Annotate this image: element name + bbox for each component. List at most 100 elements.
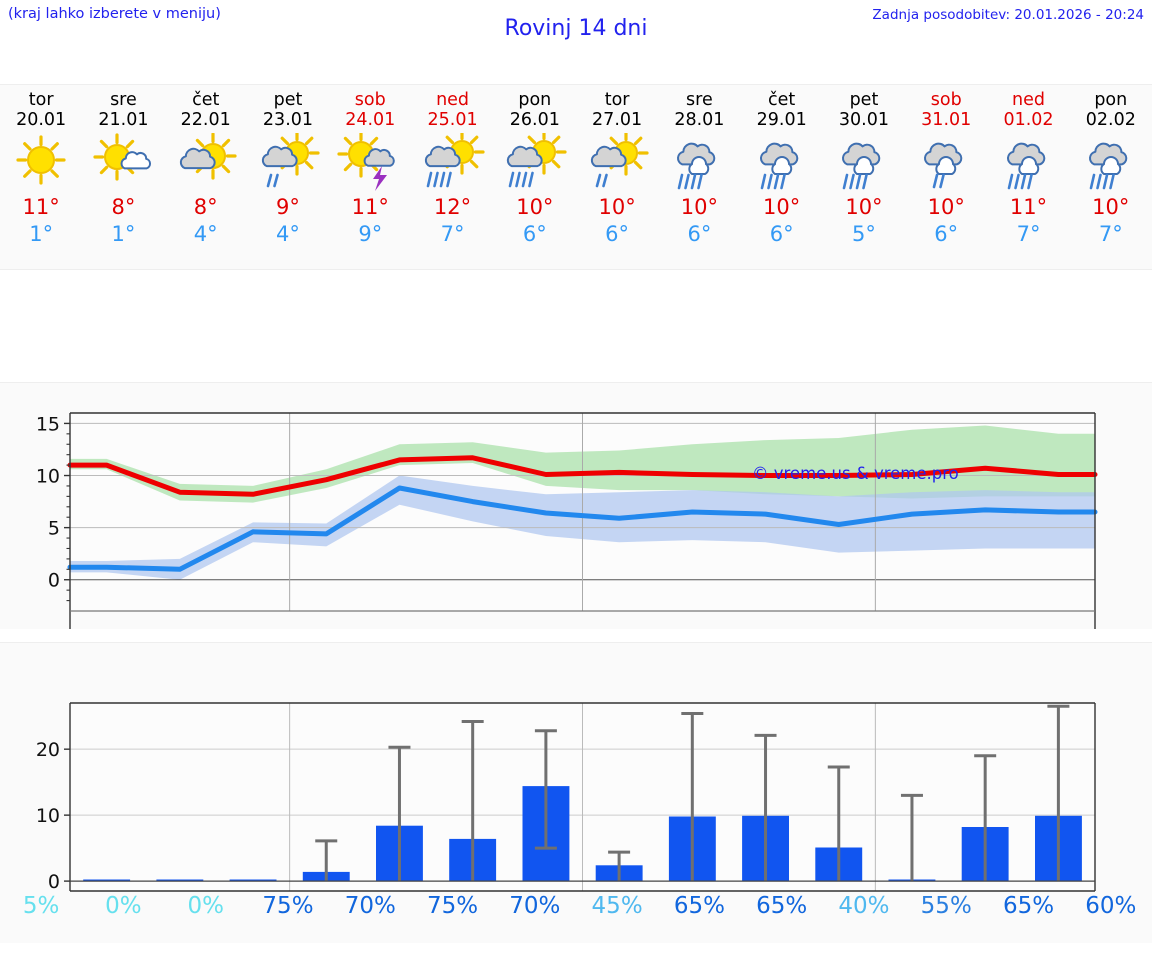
precipitation-probability: 5% bbox=[22, 893, 60, 919]
day-date: 22.01 bbox=[180, 110, 231, 130]
precipitation-chart-panel: Količina padavin (mm) / Možnost padavin … bbox=[0, 642, 1152, 943]
day-name: ned bbox=[1012, 90, 1045, 110]
day-min-temp: 6° bbox=[769, 222, 794, 246]
day-max-temp: 11° bbox=[22, 195, 60, 219]
day-max-temp: 10° bbox=[1092, 195, 1130, 219]
day-min-temp: 7° bbox=[440, 222, 465, 246]
day-date: 02.02 bbox=[1085, 110, 1136, 130]
precipitation-probability: 0% bbox=[105, 893, 142, 919]
day-name: tor bbox=[604, 90, 630, 110]
day-date: 23.01 bbox=[262, 110, 314, 130]
day-date: 20.01 bbox=[16, 110, 67, 130]
day-min-temp: 6° bbox=[687, 222, 712, 246]
temperature-chart-svg: 0 5 10 15 bbox=[0, 383, 1152, 629]
day-column[interactable]: čet 29.01 10° 6° bbox=[741, 85, 823, 269]
day-min-temp: 7° bbox=[1098, 222, 1123, 246]
precipitation-probability: 40% bbox=[838, 893, 890, 919]
daily-forecast-strip: tor 20.01 11° 1° sre 21.01 8° 1° čet 22.01 8° 4° pet… bbox=[0, 84, 1152, 270]
sun-cloud-rain-icon bbox=[498, 133, 572, 191]
day-name: sob bbox=[930, 90, 962, 110]
day-max-temp: 9° bbox=[276, 195, 300, 219]
day-max-temp: 10° bbox=[598, 195, 636, 219]
day-min-temp: 5° bbox=[852, 222, 876, 246]
cloud-rain-icon bbox=[992, 133, 1066, 191]
day-column[interactable]: pet 30.01 10° 5° bbox=[823, 85, 905, 269]
sun-cloud-icon bbox=[169, 133, 243, 191]
cloud-rain-icon bbox=[1074, 133, 1148, 191]
sun-cloud-light-rain-icon bbox=[251, 133, 325, 191]
day-date: 29.01 bbox=[756, 110, 807, 130]
day-min-temp: 4° bbox=[193, 222, 218, 246]
day-max-temp: 10° bbox=[845, 195, 883, 219]
svg-text:0: 0 bbox=[48, 871, 60, 893]
day-column[interactable]: ned 25.01 12° 7° bbox=[411, 85, 493, 269]
svg-text:0: 0 bbox=[48, 570, 60, 592]
precipitation-probability: 75% bbox=[262, 893, 314, 919]
svg-text:20: 20 bbox=[36, 739, 60, 761]
day-column[interactable]: sre 21.01 8° 1° bbox=[82, 85, 164, 269]
day-date: 25.01 bbox=[427, 110, 478, 130]
day-date: 28.01 bbox=[674, 110, 725, 130]
day-name: sob bbox=[354, 90, 386, 110]
precipitation-probability: 55% bbox=[920, 893, 972, 919]
day-min-temp: 1° bbox=[29, 222, 54, 246]
day-column[interactable]: sob 24.01 11° 9° bbox=[329, 85, 411, 269]
watermark-text: © vreme.us & vreme.pro bbox=[752, 463, 959, 483]
day-column[interactable]: tor 20.01 11° 1° bbox=[0, 85, 82, 269]
day-min-temp: 6° bbox=[605, 222, 630, 246]
sunny-icon bbox=[4, 133, 78, 191]
day-min-temp: 1° bbox=[111, 222, 136, 246]
day-max-temp: 8° bbox=[111, 195, 136, 219]
precipitation-probability: 65% bbox=[673, 893, 725, 919]
svg-text:5: 5 bbox=[48, 518, 60, 540]
day-name: sre bbox=[686, 90, 713, 110]
day-name: ned bbox=[436, 90, 470, 110]
day-name: čet bbox=[192, 90, 220, 110]
precipitation-probability: 60% bbox=[1085, 893, 1137, 919]
sun-cloud-rain-icon bbox=[416, 133, 490, 191]
day-date: 31.01 bbox=[921, 110, 972, 130]
day-min-temp: 7° bbox=[1016, 222, 1041, 246]
svg-text:10: 10 bbox=[36, 805, 60, 827]
sun-cloud-thunder-icon bbox=[333, 133, 407, 191]
sun-cloud-light-rain-icon bbox=[580, 133, 654, 191]
precipitation-probability: 70% bbox=[344, 893, 396, 919]
day-column[interactable]: sre 28.01 10° 6° bbox=[658, 85, 740, 269]
day-date: 21.01 bbox=[98, 110, 149, 130]
day-column[interactable]: tor 27.01 10° 6° bbox=[576, 85, 658, 269]
precipitation-probability: 70% bbox=[509, 893, 561, 919]
cloud-rain-icon bbox=[745, 133, 819, 191]
day-min-temp: 6° bbox=[522, 222, 547, 246]
day-column[interactable]: čet 22.01 8° 4° bbox=[165, 85, 247, 269]
day-date: 26.01 bbox=[509, 110, 560, 130]
day-name: pon bbox=[1094, 90, 1128, 110]
precipitation-probability: 75% bbox=[426, 893, 479, 919]
day-name: pet bbox=[273, 90, 303, 110]
day-column[interactable]: pet 23.01 9° 4° bbox=[247, 85, 329, 269]
cloud-rain-icon bbox=[662, 133, 736, 191]
day-name: pet bbox=[849, 90, 879, 110]
precipitation-chart-svg: 0 10 20 bbox=[0, 643, 1152, 943]
day-column[interactable]: pon 26.01 10° 6° bbox=[494, 85, 576, 269]
day-max-temp: 10° bbox=[680, 195, 718, 219]
day-column[interactable]: ned 01.02 11° 7° bbox=[987, 85, 1069, 269]
sun-small-cloud-icon bbox=[86, 133, 160, 191]
day-name: čet bbox=[768, 90, 796, 110]
precipitation-probability: 45% bbox=[591, 893, 643, 919]
cloud-light-rain-icon bbox=[909, 133, 983, 191]
precipitation-probability: 65% bbox=[756, 893, 808, 919]
precipitation-probability: 0% bbox=[187, 893, 224, 919]
day-min-temp: 9° bbox=[358, 222, 383, 246]
day-max-temp: 11° bbox=[351, 195, 389, 219]
day-column[interactable]: pon 02.02 10° 7° bbox=[1070, 85, 1152, 269]
day-date: 01.02 bbox=[1003, 110, 1054, 130]
cloud-rain-icon bbox=[827, 133, 901, 191]
day-max-temp: 8° bbox=[193, 195, 218, 219]
day-column[interactable]: sob 31.01 10° 6° bbox=[905, 85, 987, 269]
day-min-temp: 6° bbox=[934, 222, 959, 246]
precipitation-probability-row: 5% 0% 0% 75% 70% 75% 70% 45% 65% 65% 40% 55% 65% 60% bbox=[0, 893, 1152, 919]
day-date: 30.01 bbox=[838, 110, 889, 130]
svg-text:15: 15 bbox=[36, 413, 60, 435]
day-max-temp: 10° bbox=[763, 195, 801, 219]
